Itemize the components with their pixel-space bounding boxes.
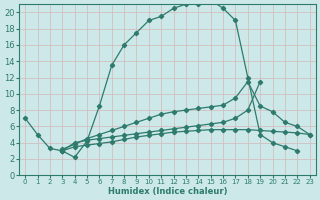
X-axis label: Humidex (Indice chaleur): Humidex (Indice chaleur) xyxy=(108,187,227,196)
